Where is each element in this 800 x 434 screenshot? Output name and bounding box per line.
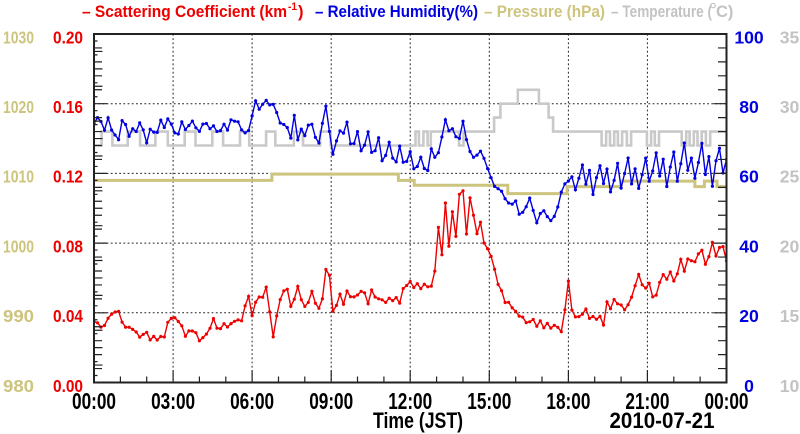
svg-text:10: 10 — [780, 376, 800, 396]
svg-text:2010-07-21: 2010-07-21 — [610, 408, 715, 433]
svg-text:980: 980 — [3, 376, 34, 396]
svg-text:00:00: 00:00 — [705, 388, 749, 414]
svg-text:– Relative Humidity(%): – Relative Humidity(%) — [315, 3, 478, 21]
svg-text:00:00: 00:00 — [72, 388, 116, 414]
svg-text:15:00: 15:00 — [467, 388, 511, 414]
svg-text:12:00: 12:00 — [388, 388, 432, 414]
svg-text:): ) — [298, 3, 304, 21]
svg-text:18:00: 18:00 — [546, 388, 590, 414]
svg-text:25: 25 — [780, 167, 800, 187]
svg-text:0.20: 0.20 — [53, 27, 83, 47]
svg-text:1020: 1020 — [3, 97, 34, 117]
svg-text:100: 100 — [734, 27, 764, 47]
svg-text:09:00: 09:00 — [309, 388, 353, 414]
svg-text:C): C) — [716, 3, 733, 21]
svg-text:0.12: 0.12 — [53, 167, 83, 187]
svg-text:-1: -1 — [288, 1, 297, 13]
svg-text:60: 60 — [739, 167, 759, 187]
svg-text:20: 20 — [739, 306, 759, 326]
svg-text:0.04: 0.04 — [53, 306, 83, 326]
svg-text:21:00: 21:00 — [625, 388, 669, 414]
svg-text:03:00: 03:00 — [151, 388, 195, 414]
svg-text:80: 80 — [739, 97, 759, 117]
svg-text:0.08: 0.08 — [53, 236, 83, 256]
svg-text:– Temperature (: – Temperature ( — [611, 3, 712, 21]
svg-text:1030: 1030 — [3, 27, 34, 47]
svg-text:30: 30 — [780, 97, 800, 117]
svg-text:20: 20 — [780, 236, 800, 256]
svg-text:0: 0 — [744, 376, 754, 396]
svg-text:990: 990 — [3, 306, 34, 326]
svg-text:40: 40 — [739, 236, 759, 256]
svg-text:1010: 1010 — [3, 167, 34, 187]
svg-text:35: 35 — [780, 27, 800, 47]
svg-text:0.16: 0.16 — [53, 97, 83, 117]
svg-text:0.00: 0.00 — [53, 376, 83, 396]
svg-text:06:00: 06:00 — [230, 388, 274, 414]
svg-text:15: 15 — [780, 306, 800, 326]
svg-text:Time (JST): Time (JST) — [373, 408, 463, 433]
svg-text:– Scattering Coefficient (km: – Scattering Coefficient (km — [82, 3, 287, 21]
svg-text:– Pressure (hPa): – Pressure (hPa) — [484, 3, 605, 21]
svg-text:1000: 1000 — [3, 236, 34, 256]
